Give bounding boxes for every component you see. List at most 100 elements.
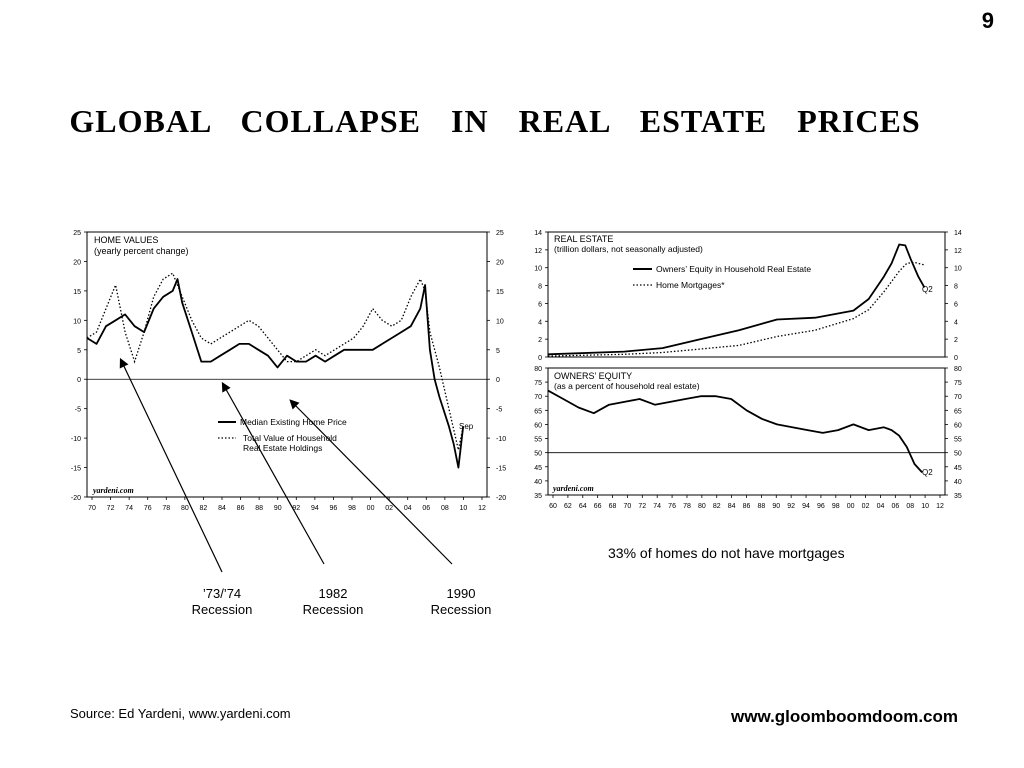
slide-title: GLOBAL COLLAPSE IN REAL ESTATE PRICES	[69, 103, 921, 139]
real-estate-series-1-line	[547, 243, 926, 356]
real-estate-y-tick-label-right: 2	[954, 337, 958, 344]
recession-label-1990-line1: 1990	[446, 586, 476, 601]
real-estate-y-tick-label-right: 12	[954, 248, 962, 255]
owners-equity-x-tick-label: 68	[609, 503, 617, 510]
real-estate-y-tick-label-right: 8	[954, 284, 958, 291]
owners-equity-y-tick-label-right: 45	[954, 465, 962, 472]
home-values-x-tick-label: 04	[404, 505, 412, 512]
home-values-x-tick-label: 70	[88, 505, 96, 512]
owners-equity-x-tick-label: 84	[728, 503, 736, 510]
owners-equity-x-tick-label: 72	[638, 503, 646, 510]
real-estate-y-tick-label-right: 10	[954, 266, 962, 273]
owners-equity-x-tick-label: 88	[757, 503, 765, 510]
home-values-y-tick-label: -5	[75, 407, 81, 414]
home-values-x-tick-label: 92	[292, 505, 300, 512]
real-estate-chart: 14 12 10 8 6 4 2 0 14 12 10 8 6 4 2 0 REAL ESTATE (tri…	[534, 230, 962, 362]
real-estate-title: REAL ESTATE	[554, 234, 613, 244]
owners-equity-x-tick-label: 78	[683, 503, 691, 510]
owners-equity-y-axis-left: 80 75 70 65 60 55 50 45 40 35	[534, 366, 548, 500]
home-values-y-tick-label-right: -15	[496, 466, 506, 473]
owners-equity-y-tick-label: 60	[534, 422, 542, 429]
home-values-x-tick-label: 12	[478, 505, 486, 512]
real-estate-y-tick-label: 0	[538, 355, 542, 362]
owners-equity-y-tick-label-right: 35	[954, 493, 962, 500]
home-values-x-tick-label: 98	[348, 505, 356, 512]
home-values-y-tick-label-right: -20	[496, 495, 506, 502]
owners-equity-series-1-line	[547, 389, 923, 474]
owners-equity-y-tick-label: 55	[534, 437, 542, 444]
owners-equity-end-label: Q2	[922, 468, 933, 477]
home-values-x-tick-label: 10	[460, 505, 468, 512]
owners-equity-x-tick-label: 92	[787, 503, 795, 510]
owners-equity-x-tick-label: 80	[698, 503, 706, 510]
real-estate-y-tick-label: 8	[538, 284, 542, 291]
owners-equity-series	[547, 389, 923, 474]
owners-equity-x-tick-label: 86	[743, 503, 751, 510]
home-values-y-tick-label: -15	[71, 466, 81, 473]
owners-equity-title: OWNERS’ EQUITY	[554, 371, 632, 381]
page-number: 9	[981, 8, 994, 33]
home-values-x-tick-label: 76	[144, 505, 152, 512]
arrow-1990-recession	[289, 399, 453, 565]
owners-equity-subtitle: (as a percent of household real estate)	[554, 381, 700, 391]
recession-label-1990: 1990 Recession	[416, 586, 506, 618]
real-estate-y-tick-label-right: 14	[954, 230, 962, 237]
home-values-y-tick-label: 20	[73, 259, 81, 266]
owners-equity-x-tick-label: 62	[564, 503, 572, 510]
home-values-y-tick-label-right: -5	[496, 407, 502, 414]
owners-equity-y-tick-label-right: 55	[954, 437, 962, 444]
owners-equity-chart: 80 75 70 65 60 55 50 45 40 35 80 75 70 65 60 55 50 45 40 3…	[534, 366, 962, 510]
legend-home-mortgages: Home Mortgages*	[656, 280, 725, 290]
legend-total-value: Total Value of Household Real Estate Hol…	[243, 433, 339, 453]
home-values-y-axis-right: 25 20 15 10 5 0 -5 -10 -15 -20	[487, 230, 506, 502]
real-estate-y-tick-label-right: 6	[954, 301, 958, 308]
home-values-y-tick-label-right: 20	[496, 259, 504, 266]
arrow-1982-recession	[221, 381, 325, 565]
home-values-x-tick-label: 74	[125, 505, 133, 512]
owners-equity-y-tick-label-right: 70	[954, 394, 962, 401]
home-values-x-axis: 70 72 74 76 78 80 82 84 86 88 90 92 94 96 98 00 02 04 06 08…	[88, 497, 486, 512]
home-values-x-tick-label: 72	[107, 505, 115, 512]
real-estate-y-tick-label: 10	[534, 266, 542, 273]
real-estate-series	[547, 243, 926, 357]
home-values-title: HOME VALUES	[94, 235, 158, 245]
owners-equity-y-tick-label: 35	[534, 493, 542, 500]
home-values-y-tick-label: -10	[71, 436, 81, 443]
owners-equity-y-tick-label-right: 75	[954, 380, 962, 387]
source-credit: Source: Ed Yardeni, www.yardeni.com	[70, 706, 291, 721]
home-values-subtitle: (yearly percent change)	[94, 246, 189, 256]
home-values-y-tick-label-right: 10	[496, 318, 504, 325]
recession-label-1982: 1982 Recession	[288, 586, 378, 618]
home-values-x-tick-label: 06	[422, 505, 430, 512]
legend-owners-equity: Owners’ Equity in Household Real Estate	[656, 264, 811, 274]
owners-equity-x-tick-label: 96	[817, 503, 825, 510]
recession-label-1990-line2: Recession	[430, 602, 492, 617]
owners-equity-x-tick-label: 82	[713, 503, 721, 510]
home-values-y-axis-left: 25 20 15 10 5 0 -5 -10 -15 -20	[71, 230, 87, 502]
owners-equity-x-axis: 60 62 64 66 68 70 72 74 76 78 80 82 84 86 88 90 92 94 96 98…	[549, 495, 944, 510]
owners-equity-x-tick-label: 00	[847, 503, 855, 510]
home-values-x-tick-label: 88	[255, 505, 263, 512]
owners-equity-y-tick-label-right: 80	[954, 366, 962, 373]
recession-label-73-74-line1: ’73/’74	[202, 586, 242, 601]
recession-label-1982-line2: Recession	[302, 602, 364, 617]
real-estate-y-axis-left: 14 12 10 8 6 4 2 0	[534, 230, 548, 362]
owners-equity-y-tick-label: 40	[534, 479, 542, 486]
home-values-y-tick-label: 5	[77, 348, 81, 355]
real-estate-frame	[547, 231, 946, 358]
home-values-x-tick-label: 96	[330, 505, 338, 512]
home-values-y-tick-label: 0	[77, 377, 81, 384]
owners-equity-y-tick-label: 75	[534, 380, 542, 387]
owners-equity-y-tick-label-right: 50	[954, 451, 962, 458]
owners-equity-y-tick-label-right: 40	[954, 479, 962, 486]
real-estate-y-tick-label-right: 0	[954, 355, 958, 362]
website-url: www.gloomboomdoom.com	[731, 707, 958, 726]
owners-equity-x-tick-label: 94	[802, 503, 810, 510]
home-values-x-tick-label: 02	[385, 505, 393, 512]
home-values-y-tick-label: -20	[71, 495, 81, 502]
home-values-x-tick-label: 78	[162, 505, 170, 512]
real-estate-y-tick-label: 14	[534, 230, 542, 237]
owners-equity-x-tick-label: 60	[549, 503, 557, 510]
real-estate-subtitle: (trillion dollars, not seasonally adjust…	[554, 244, 703, 254]
real-estate-y-axis-right: 14 12 10 8 6 4 2 0	[945, 230, 962, 362]
